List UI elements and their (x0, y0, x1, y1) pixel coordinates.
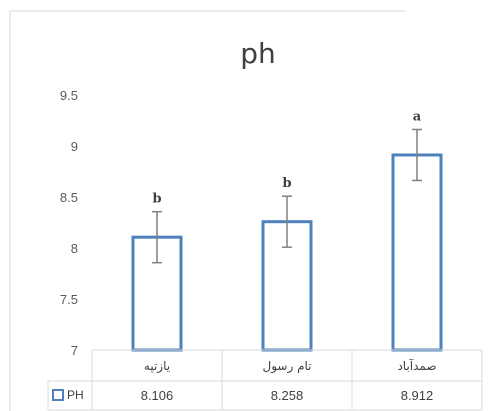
value-label: 8.258 (271, 388, 304, 403)
significance-label: a (413, 109, 422, 124)
y-axis: 9.5 9 8.5 8 7.5 7 (60, 88, 78, 358)
y-tick-label: 8.5 (60, 190, 78, 205)
y-tick-label: 9.5 (60, 88, 78, 103)
legend-label: PH (67, 388, 84, 402)
error-bars (152, 128, 422, 264)
chart-title: ph (240, 37, 276, 70)
bar (391, 153, 443, 352)
value-labels: 8.106 8.258 8.912 (141, 388, 434, 403)
y-tick-label: 8 (71, 241, 78, 256)
data-table: یازتپه تام رسول صمدآباد 8.106 8.258 8.912 PH (47, 349, 483, 411)
y-tick-label: 7.5 (60, 292, 78, 307)
significance-label: b (152, 192, 161, 207)
bars (131, 153, 443, 352)
category-label: صمدآباد (397, 358, 436, 373)
legend-swatch (52, 389, 64, 401)
y-tick-label: 7 (71, 343, 78, 358)
significance-label: b (282, 176, 291, 191)
y-tick-label: 9 (71, 139, 78, 154)
category-label: یازتپه (144, 359, 170, 374)
value-label: 8.912 (401, 388, 434, 403)
category-labels: یازتپه تام رسول صمدآباد (144, 358, 437, 374)
category-label: تام رسول (262, 359, 311, 374)
value-label: 8.106 (141, 388, 174, 403)
significance-labels: b b a (152, 109, 421, 206)
